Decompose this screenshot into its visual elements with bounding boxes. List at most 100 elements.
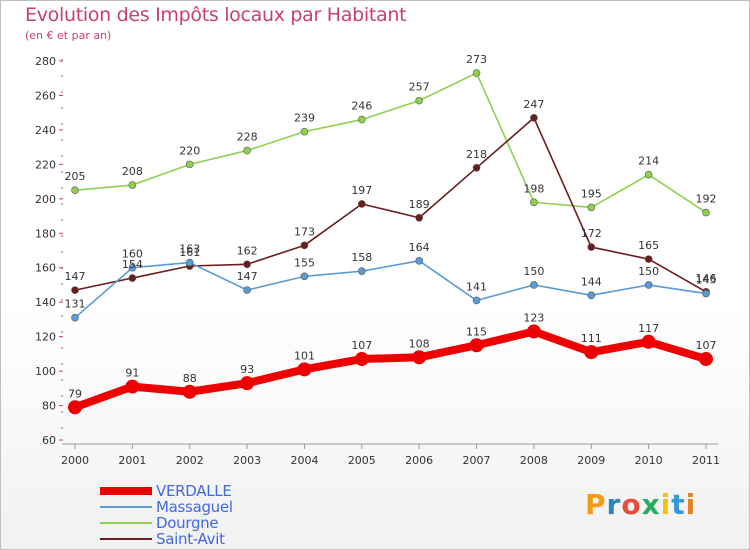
data-label-dourgne: 208 [122,165,143,178]
x-tick-label: 2004 [290,454,318,467]
y-tick-label: 280 [35,55,56,68]
data-label-verdalle: 88 [183,372,197,385]
x-tick-label: 2005 [348,454,376,467]
data-label-saint-avit: 161 [179,246,200,259]
legend-label-saint-avit: Saint-Avit [156,530,225,548]
data-point-verdalle [240,376,255,391]
data-point-massaguel [243,286,251,294]
x-tick-label: 2007 [463,454,491,467]
data-label-massaguel: 145 [696,274,717,287]
logo-letter: x [641,488,661,521]
data-point-massaguel [71,313,79,322]
data-point-saint-avit [587,243,596,251]
logo-letter: P [585,488,607,521]
data-point-massaguel [587,291,596,300]
data-point-massaguel [185,258,194,267]
data-point-dourgne [358,115,366,124]
data-label-dourgne: 198 [523,182,544,195]
data-point-saint-avit [415,213,423,222]
data-point-massaguel [472,296,481,305]
data-point-dourgne [472,69,481,77]
data-point-dourgne [185,160,194,169]
data-label-saint-avit: 172 [581,227,602,240]
data-label-massaguel: 131 [65,298,86,311]
y-tick-label: 60 [42,434,56,447]
data-label-massaguel: 164 [409,241,430,254]
data-label-verdalle: 107 [696,339,717,352]
chart-axes: 60 80 100 120 140 160 180 200 220 240 260 280 2000 20… [35,55,720,467]
series-line-dourgne [74,72,707,214]
data-label-massaguel: 141 [466,280,487,293]
x-tick-label: 2010 [635,454,663,467]
data-label-massaguel: 155 [294,256,315,269]
data-point-massaguel [300,272,309,281]
data-label-verdalle: 79 [68,387,82,400]
legend-label-massaguel: Massaguel [156,498,233,516]
data-label-massaguel: 163 [179,243,200,256]
x-tick-label: 2008 [520,454,548,467]
data-label-saint-avit: 173 [294,225,315,238]
data-label-dourgne: 228 [237,131,258,144]
x-tick-label: 2011 [692,454,720,467]
data-label-verdalle: 108 [409,337,430,350]
data-label-dourgne: 257 [409,81,430,94]
data-point-dourgne [587,203,596,212]
series-line-massaguel [74,260,707,319]
data-label-verdalle: 115 [466,325,487,338]
y-tick-label: 260 [35,89,56,102]
x-tick-label: 2006 [405,454,433,467]
data-point-saint-avit [530,114,538,122]
data-point-verdalle [584,345,599,360]
data-point-dourgne [300,127,309,136]
data-label-saint-avit: 147 [65,270,86,283]
data-point-saint-avit [128,274,137,282]
logo-letter: o [621,488,642,521]
data-point-saint-avit [644,255,653,263]
data-label-saint-avit: 154 [122,258,143,271]
data-point-dourgne [243,146,251,155]
data-point-verdalle [182,384,197,399]
y-tick-label: 80 [42,400,56,413]
logo-letter: t [671,488,686,521]
data-point-dourgne [644,170,653,179]
data-label-saint-avit: 197 [351,184,372,197]
y-tick-label: 100 [35,365,56,378]
x-tick-label: 2001 [118,454,146,467]
data-point-verdalle [68,400,82,415]
data-point-dourgne [530,198,538,207]
data-point-verdalle [412,350,427,365]
x-tick-label: 2009 [577,454,605,467]
data-point-massaguel [702,289,710,298]
data-point-massaguel [530,281,538,289]
data-point-verdalle [125,379,140,394]
data-label-massaguel: 150 [638,265,659,278]
data-point-saint-avit [300,241,309,250]
data-labels-layer: 205 208 220 228 239 246 257 273 198 195 214 192 147 1… [65,53,717,400]
data-point-verdalle [641,334,656,349]
data-label-massaguel: 150 [523,265,544,278]
data-label-saint-avit: 165 [638,239,659,252]
data-label-saint-avit: 247 [523,98,544,111]
data-label-dourgne: 220 [179,144,200,157]
data-label-saint-avit: 189 [409,198,430,211]
y-tick-label: 140 [35,296,56,309]
data-point-massaguel [358,267,366,275]
data-label-verdalle: 117 [638,322,659,335]
data-label-massaguel: 160 [122,248,143,261]
chart-subtitle: (en € et par an) [25,29,112,42]
data-label-verdalle: 123 [523,311,544,324]
data-point-dourgne [71,186,79,195]
y-tick-label: 220 [35,158,56,171]
data-point-verdalle [469,338,484,353]
data-label-saint-avit: 162 [237,244,258,257]
legend-label-dourgne: Dourgne [156,514,219,532]
y-tick-label: 240 [35,124,56,137]
logo-letter: i [660,488,672,521]
data-point-saint-avit [472,164,481,172]
logo-letter: i [685,488,697,521]
data-point-saint-avit [243,260,251,269]
data-label-dourgne: 273 [466,53,487,66]
x-tick-label: 2002 [176,454,204,467]
data-point-dourgne [415,96,423,105]
